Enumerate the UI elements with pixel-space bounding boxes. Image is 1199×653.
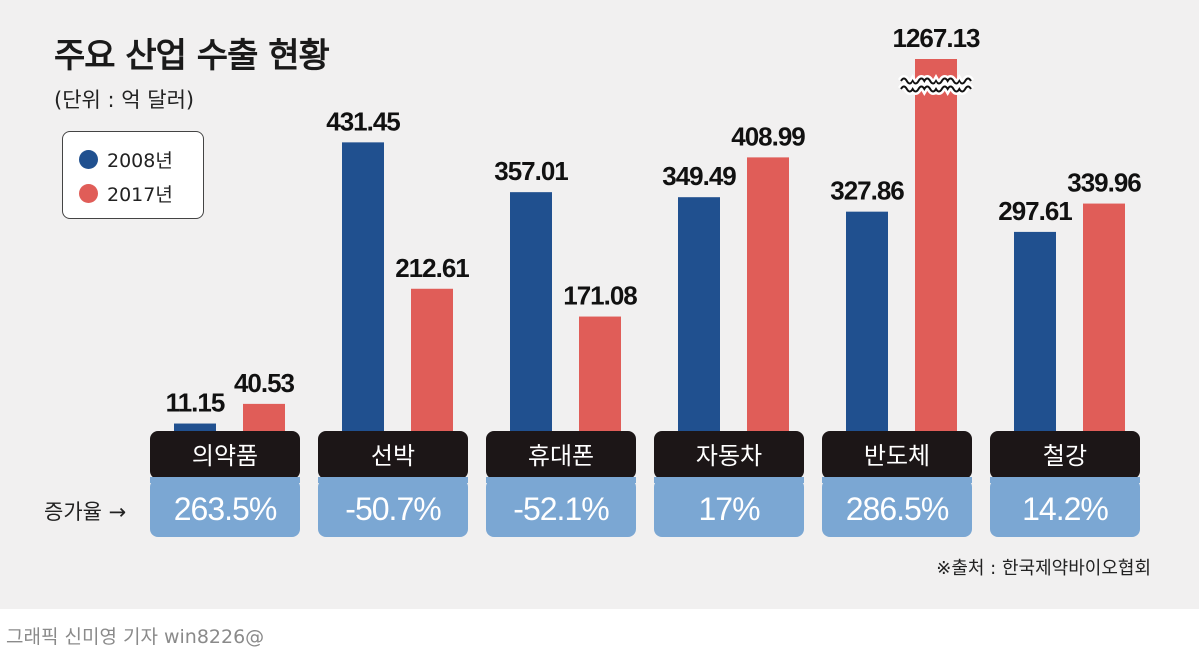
category-label-car: 자동차 <box>696 442 762 470</box>
rate-box-join-phone <box>486 477 636 483</box>
growth-rate-car: 17% <box>698 491 760 527</box>
graphic-credit: 그래픽 신미영 기자 win8226@ <box>6 626 265 648</box>
value-label-phone-2017: 171.08 <box>563 281 637 311</box>
category-box-semiconductor <box>822 431 972 479</box>
category-box-steel <box>990 431 1140 479</box>
legend-entry-2008: 2008년 <box>79 146 173 172</box>
bar-ship-2008 <box>342 142 384 431</box>
source-note: ※출처 : 한국제약바이오협회 <box>936 558 1151 579</box>
value-label-pharma-2017: 40.53 <box>234 368 295 398</box>
category-label-phone: 휴대폰 <box>528 442 594 470</box>
rate-box-join-steel <box>990 477 1140 483</box>
legend-label-2017: 2017년 <box>107 183 173 206</box>
growth-rate-box-phone <box>486 479 636 537</box>
bar-car-2008 <box>678 197 720 431</box>
rate-box-join-ship <box>318 477 468 483</box>
category-box-car <box>654 431 804 479</box>
growth-rate-box-steel <box>990 479 1140 537</box>
growth-rate-label: 증가율 → <box>44 500 127 524</box>
bar-phone-2017 <box>579 316 621 431</box>
value-label-car-2017: 408.99 <box>731 121 805 151</box>
value-label-ship-2008: 431.45 <box>326 106 400 136</box>
value-label-car-2008: 349.49 <box>662 161 736 191</box>
chart-unit-label: (단위 : 억 달러) <box>54 88 195 112</box>
category-label-steel: 철강 <box>1043 442 1087 470</box>
rate-box-join-semiconductor <box>822 477 972 483</box>
category-box-phone <box>486 431 636 479</box>
value-label-semiconductor-2017: 1267.13 <box>893 23 981 53</box>
legend-swatch-2017 <box>79 183 98 203</box>
category-label-semiconductor: 반도체 <box>864 442 930 470</box>
bar-steel-2017 <box>1083 203 1125 431</box>
growth-rate-semiconductor: 286.5% <box>846 491 949 527</box>
category-label-pharma: 의약품 <box>192 442 258 470</box>
bar-steel-2008 <box>1014 231 1056 431</box>
category-label-ship: 선박 <box>371 442 415 470</box>
value-label-steel-2008: 297.61 <box>998 196 1072 226</box>
growth-rate-box-ship <box>318 479 468 537</box>
value-label-semiconductor-2008: 327.86 <box>830 176 904 206</box>
growth-rate-ship: -50.7% <box>345 491 441 527</box>
legend-swatch-2008 <box>79 149 98 169</box>
value-label-phone-2008: 357.01 <box>494 156 568 186</box>
category-box-ship <box>318 431 468 479</box>
bar-semiconductor-2017 <box>915 59 957 431</box>
category-box-pharma <box>150 431 300 479</box>
growth-rate-box-car <box>654 479 804 537</box>
chart-title: 주요 산업 수출 현황 <box>54 36 330 76</box>
growth-rate-box-pharma <box>150 479 300 537</box>
rate-box-join-pharma <box>150 477 300 483</box>
bar-pharma-2008 <box>174 423 216 431</box>
legend: 2008년 2017년 <box>62 131 204 219</box>
legend-entry-2017: 2017년 <box>79 180 173 206</box>
bar-pharma-2017 <box>243 403 285 431</box>
growth-rate-phone: -52.1% <box>513 491 609 527</box>
growth-rate-box-semiconductor <box>822 479 972 537</box>
growth-rate-steel: 14.2% <box>1022 491 1108 527</box>
value-label-pharma-2008: 11.15 <box>166 388 225 418</box>
value-label-steel-2017: 339.96 <box>1067 168 1141 198</box>
bar-chart: 11.15 40.53 의약품 263.5% 431.45 212.61 선박 -50.7% 3… <box>150 23 1142 537</box>
legend-label-2008: 2008년 <box>107 149 173 172</box>
growth-rate-pharma: 263.5% <box>174 491 277 527</box>
axis-break-line-1 <box>900 85 972 93</box>
bar-phone-2008 <box>510 192 552 431</box>
bar-car-2017 <box>747 157 789 432</box>
axis-break-line-0 <box>900 77 972 85</box>
value-label-ship-2017: 212.61 <box>395 253 469 283</box>
bar-ship-2017 <box>411 288 453 431</box>
rate-box-join-car <box>654 477 804 483</box>
bar-semiconductor-2008 <box>846 211 888 431</box>
